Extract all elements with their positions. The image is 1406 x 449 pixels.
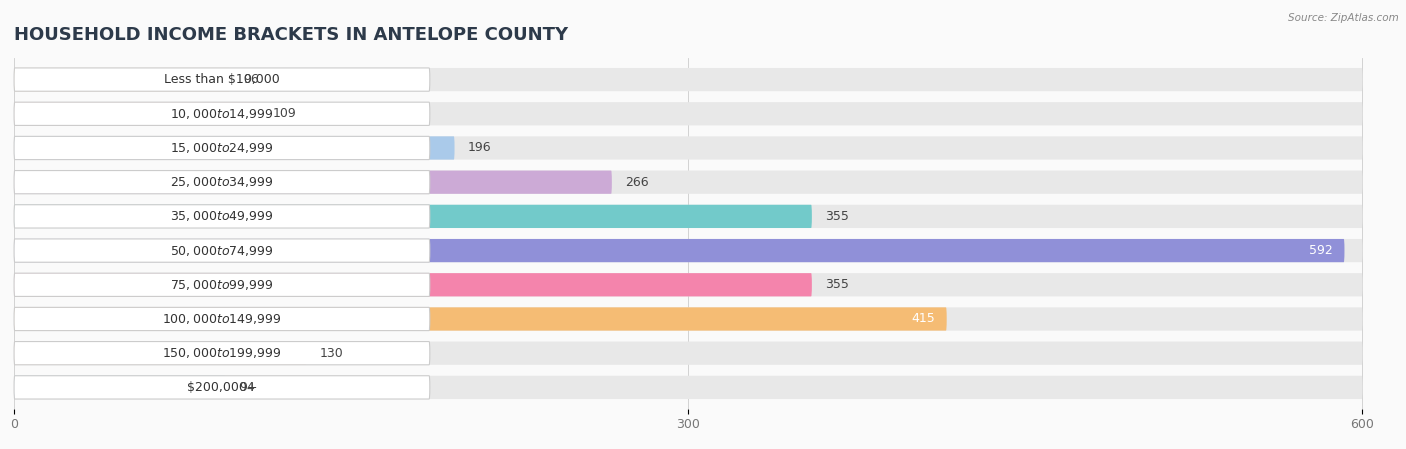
FancyBboxPatch shape xyxy=(14,342,430,365)
FancyBboxPatch shape xyxy=(14,239,1362,262)
FancyBboxPatch shape xyxy=(14,102,430,125)
Text: $10,000 to $14,999: $10,000 to $14,999 xyxy=(170,107,274,121)
FancyBboxPatch shape xyxy=(14,136,1362,159)
Text: Less than $10,000: Less than $10,000 xyxy=(165,73,280,86)
FancyBboxPatch shape xyxy=(14,205,430,228)
FancyBboxPatch shape xyxy=(14,136,430,159)
FancyBboxPatch shape xyxy=(14,68,430,91)
Text: $150,000 to $199,999: $150,000 to $199,999 xyxy=(162,346,281,360)
FancyBboxPatch shape xyxy=(14,308,946,330)
Text: $75,000 to $99,999: $75,000 to $99,999 xyxy=(170,278,274,292)
Text: Source: ZipAtlas.com: Source: ZipAtlas.com xyxy=(1288,13,1399,23)
FancyBboxPatch shape xyxy=(14,342,1362,365)
FancyBboxPatch shape xyxy=(14,171,612,194)
FancyBboxPatch shape xyxy=(14,205,811,228)
Text: 109: 109 xyxy=(273,107,297,120)
Text: 196: 196 xyxy=(468,141,492,154)
FancyBboxPatch shape xyxy=(14,171,1362,194)
FancyBboxPatch shape xyxy=(14,273,1362,296)
FancyBboxPatch shape xyxy=(14,102,259,125)
FancyBboxPatch shape xyxy=(14,273,430,296)
Text: 94: 94 xyxy=(239,381,254,394)
FancyBboxPatch shape xyxy=(14,205,1362,228)
FancyBboxPatch shape xyxy=(14,239,1344,262)
FancyBboxPatch shape xyxy=(14,102,1362,125)
Text: 96: 96 xyxy=(243,73,259,86)
FancyBboxPatch shape xyxy=(14,68,229,91)
FancyBboxPatch shape xyxy=(14,376,225,399)
Text: $200,000+: $200,000+ xyxy=(187,381,257,394)
Text: 415: 415 xyxy=(911,313,935,326)
Text: 592: 592 xyxy=(1309,244,1333,257)
FancyBboxPatch shape xyxy=(14,342,307,365)
FancyBboxPatch shape xyxy=(14,68,1362,91)
Text: 266: 266 xyxy=(626,176,650,189)
Text: $100,000 to $149,999: $100,000 to $149,999 xyxy=(162,312,281,326)
FancyBboxPatch shape xyxy=(14,308,1362,330)
FancyBboxPatch shape xyxy=(14,376,430,399)
Text: $25,000 to $34,999: $25,000 to $34,999 xyxy=(170,175,274,189)
Text: 355: 355 xyxy=(825,278,849,291)
FancyBboxPatch shape xyxy=(14,273,811,296)
Text: $50,000 to $74,999: $50,000 to $74,999 xyxy=(170,243,274,258)
FancyBboxPatch shape xyxy=(14,171,430,194)
FancyBboxPatch shape xyxy=(14,136,454,159)
Text: $35,000 to $49,999: $35,000 to $49,999 xyxy=(170,209,274,224)
Text: $15,000 to $24,999: $15,000 to $24,999 xyxy=(170,141,274,155)
FancyBboxPatch shape xyxy=(14,239,430,262)
Text: 355: 355 xyxy=(825,210,849,223)
FancyBboxPatch shape xyxy=(14,308,430,330)
Text: HOUSEHOLD INCOME BRACKETS IN ANTELOPE COUNTY: HOUSEHOLD INCOME BRACKETS IN ANTELOPE CO… xyxy=(14,26,568,44)
Text: 130: 130 xyxy=(319,347,343,360)
FancyBboxPatch shape xyxy=(14,376,1362,399)
